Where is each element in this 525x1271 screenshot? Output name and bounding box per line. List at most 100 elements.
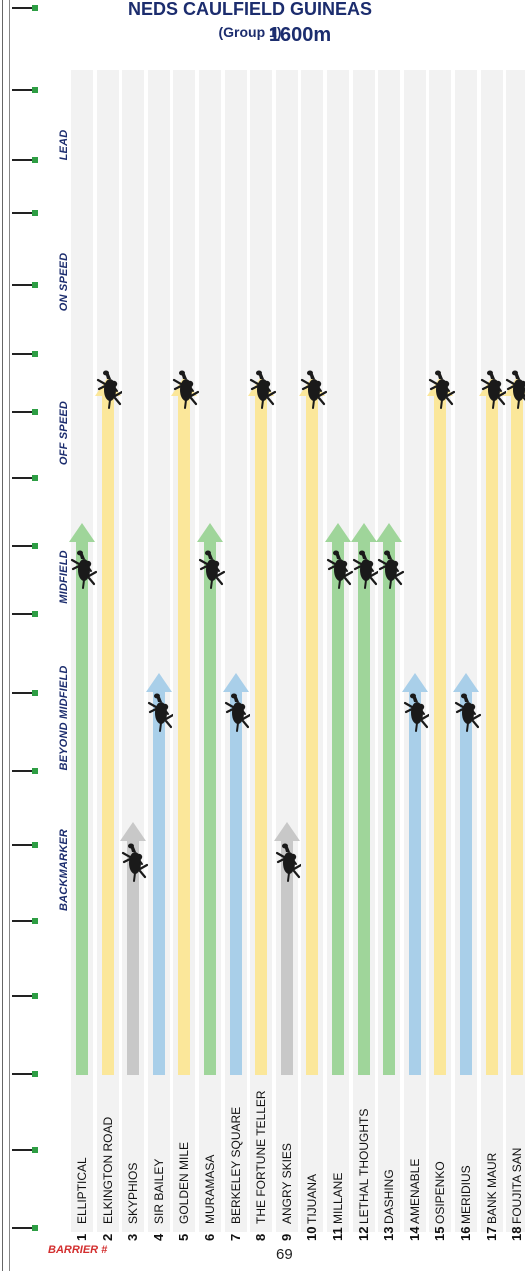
racehorse-with-jockey-icon [480,370,508,410]
speed-arrow-head [197,523,223,542]
horse-name: FOUJITA SAN [510,1147,525,1224]
rail-post-marker [32,690,38,696]
position-label-on-speed: ON SPEED [58,252,70,312]
racehorse-with-jockey-icon [275,843,303,883]
rail-post-marker [32,157,38,163]
horse-name: LETHAL THOUGHTS [356,1108,371,1224]
rail-post-marker [32,409,38,415]
racehorse-with-jockey-icon [403,693,431,733]
racehorse-with-jockey-icon [428,370,456,410]
speed-arrow-shaft [152,691,165,1075]
racehorse-with-jockey-icon [377,550,405,590]
racehorse-with-jockey-icon [505,370,525,410]
race-distance: 1600m [268,24,332,46]
rail-post-icon [12,3,38,13]
rail-post-marker [32,5,38,11]
barrier-number: 8 [253,1233,269,1241]
rail-post-bar [12,770,34,772]
speed-arrow-head [401,673,428,692]
barrier-number: 18 [509,1226,525,1241]
rail-post-bar [12,284,34,286]
speed-arrow-shaft [204,541,216,1075]
rail-post-bar [12,920,34,922]
rail-post-marker [32,543,38,549]
speed-arrow-shaft [511,395,524,1075]
rail-post-marker [32,993,38,999]
speed-arrow-shaft [485,395,498,1075]
racehorse-with-jockey-icon [70,550,98,590]
barrier-axis-label: BARRIER # [48,1244,108,1256]
rail-post-bar [12,212,34,214]
barrier-number: 14 [406,1226,422,1241]
page-number: 69 [276,1246,293,1263]
horse-name: ELKINGTON ROAD [100,1116,115,1224]
speed-arrow-shaft [229,691,242,1075]
horse-name: ANGRY SKIES [279,1143,294,1224]
rail-post-bar [12,1149,34,1151]
rail-post-bar [12,159,34,161]
barrier-number: 5 [176,1233,192,1241]
speed-arrow-shaft [255,395,268,1075]
rail-post-bar [12,613,34,615]
rail-post-icon [12,916,38,926]
speed-arrow-shaft [127,840,140,1075]
speed-arrow-shaft [408,691,421,1075]
horse-name: MURAMASA [203,1154,217,1224]
rail-post-marker [32,351,38,357]
rail-post-marker [32,1147,38,1153]
speed-arrow-head [69,523,95,542]
running-rail [0,0,10,1271]
rail-post-icon [12,473,38,483]
barrier-number: 10 [304,1226,320,1241]
barrier-number: 17 [483,1226,499,1241]
rail-post-icon [12,766,38,776]
horse-name: MILLANE [331,1172,345,1224]
rail-post-icon [12,155,38,165]
rail-post-marker [32,611,38,617]
speed-arrow-shaft [306,395,319,1075]
horse-name: SIR BAILEY [151,1158,166,1224]
barrier-number: 11 [330,1227,345,1241]
barrier-number: 7 [227,1233,243,1241]
racehorse-with-jockey-icon [172,370,200,410]
racehorse-with-jockey-icon [121,843,149,883]
position-label-beyond-midfield: BEYOND MIDFIELD [58,665,70,771]
rail-post-marker [32,918,38,924]
barrier-number: 6 [202,1233,217,1241]
barrier-number: 12 [355,1226,371,1241]
rail-post-marker [32,1071,38,1077]
racehorse-with-jockey-icon [198,550,226,590]
horse-name: THE FORTUNE TELLER [254,1090,269,1224]
speed-arrow-shaft [332,541,344,1075]
rail-post-bar [12,692,34,694]
race-title: NEDS CAULFIELD GUINEAS (Group 1) [105,0,395,43]
horse-name: OSIPENKO [433,1161,448,1224]
barrier-number: 2 [99,1233,115,1241]
speed-arrow-shaft [101,395,114,1075]
race-name: NEDS CAULFIELD GUINEAS [127,0,372,19]
rail-post-icon [12,407,38,417]
rail-post-icon [12,1223,38,1233]
racehorse-with-jockey-icon [224,693,252,733]
rail-post-bar [12,411,34,413]
racehorse-with-jockey-icon [326,550,354,590]
speed-arrow-shaft [383,541,396,1075]
horse-name: MERIDIUS [459,1165,473,1224]
speed-arrow-head [350,523,377,542]
speed-arrow-head [376,523,403,542]
rail-post-marker [32,282,38,288]
speed-arrow-head [120,822,147,841]
speed-arrow-head [222,673,249,692]
position-label-off-speed: OFF SPEED [58,400,70,466]
rail-post-marker [32,475,38,481]
speed-arrow-shaft [178,395,191,1075]
horse-name: ELLIPTICAL [75,1157,89,1224]
rail-post-marker [32,210,38,216]
barrier-number: 4 [150,1233,166,1241]
horse-name: TIJUANA [305,1173,320,1224]
rail-post-icon [12,541,38,551]
horse-name: DASHING [382,1169,397,1224]
horse-name: BANK MAUR [484,1152,499,1224]
horse-name: AMENABLE [407,1158,422,1224]
rail-post-bar [12,7,34,9]
